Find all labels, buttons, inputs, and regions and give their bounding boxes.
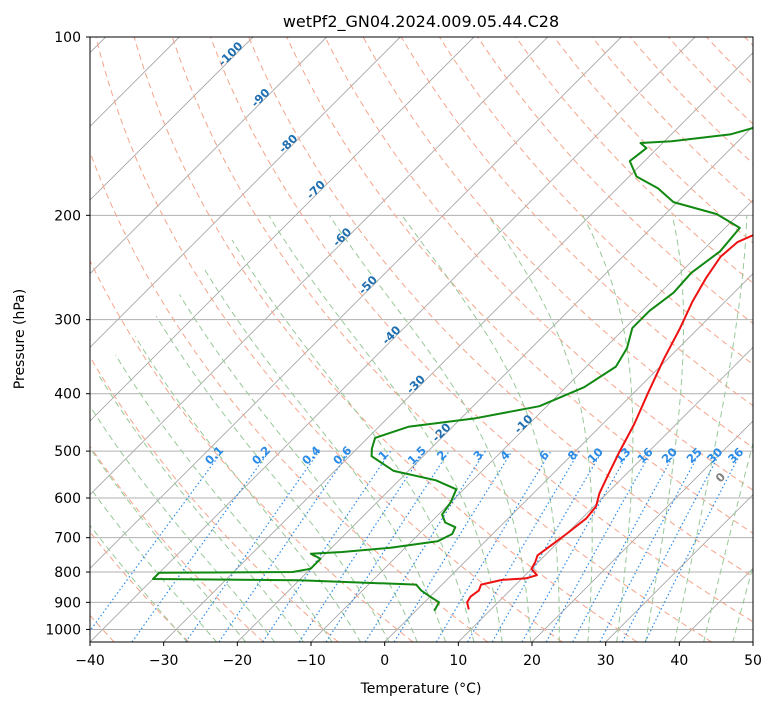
mixing-ratio-lines: [90, 450, 743, 642]
isotherm-line: [90, 37, 401, 348]
mixing-ratio-line: [185, 450, 320, 642]
x-tick-label: 30: [597, 653, 615, 669]
x-tick-label: 40: [670, 653, 688, 669]
mixing-ratio-line: [364, 450, 486, 642]
dry-adiabat: [210, 37, 753, 623]
isotherm-line: [458, 346, 753, 642]
isotherm-line: [90, 37, 327, 275]
moist-adiabat: [155, 315, 390, 642]
y-tick-label: 1000: [45, 622, 81, 638]
mixing-ratio-line: [393, 450, 513, 642]
dry-adiabat: [90, 259, 414, 642]
dry-adiabat: [400, 37, 753, 407]
mixing-ratio-line: [90, 450, 223, 632]
dewpoint-profile-line: [152, 126, 753, 612]
moist-adiabat: [582, 215, 634, 642]
y-axis-title: Pressure (hPa): [12, 289, 28, 389]
isotherm-line: [605, 494, 753, 642]
moist-adiabat: [98, 374, 305, 642]
isotherm-line: [237, 125, 753, 642]
isotherm-line: [384, 273, 753, 642]
isotherm-line: [531, 420, 753, 642]
isotherm-line: [90, 37, 622, 569]
moist-adiabat: [179, 294, 418, 642]
y-tick-label: 700: [54, 531, 81, 547]
moist-adiabat: [328, 215, 532, 642]
mixing-ratio-line: [466, 450, 580, 642]
dry-adiabat: [324, 37, 753, 491]
x-tick-label: 0: [380, 653, 389, 669]
isotherm-line: [90, 37, 475, 422]
moist-adiabat: [645, 215, 685, 642]
moist-adiabat-lines: [90, 215, 753, 642]
moist-adiabat: [268, 215, 503, 642]
moist-adiabat: [90, 405, 276, 642]
mixing-ratio-line: [325, 450, 450, 642]
dry-adiabat: [133, 37, 638, 642]
isotherm-line: [163, 52, 753, 642]
y-tick-label: 600: [54, 491, 81, 507]
x-tick-label: −40: [75, 653, 105, 669]
x-axis-title: Temperature (°C): [360, 681, 482, 697]
moist-adiabat: [90, 486, 218, 642]
y-tick-label: 100: [54, 30, 81, 46]
x-tick-label: 10: [449, 653, 467, 669]
mixing-ratio-line: [521, 450, 631, 642]
dry-adiabat: [362, 37, 753, 449]
profile-series: [152, 126, 753, 612]
x-tick-label: −10: [296, 653, 326, 669]
dry-adiabat: [629, 37, 753, 165]
dry-adiabat: [515, 37, 753, 284]
dry-adiabat: [477, 37, 753, 325]
plot-frame: [89, 36, 754, 643]
y-tick-label: 800: [54, 565, 81, 581]
dry-adiabat: [248, 37, 753, 578]
dry-adiabat: [90, 445, 264, 642]
x-tick-label: −30: [149, 653, 179, 669]
y-tick-label: 200: [54, 208, 81, 224]
y-tick-label: 300: [54, 313, 81, 329]
y-tick-label: 400: [54, 387, 81, 403]
isotherm-line: [90, 37, 254, 201]
moist-adiabat: [90, 447, 247, 642]
moist-adiabat: [90, 524, 188, 642]
chart-title: wetPf2_GN04.2024.009.05.44.C28: [283, 12, 559, 32]
mixing-ratio-line: [218, 450, 351, 642]
dry-adiabat-lines: [90, 37, 753, 642]
isotherm-line: [90, 37, 548, 496]
mixing-ratio-line: [545, 450, 653, 642]
moist-adiabat: [115, 354, 333, 642]
mixing-ratio-line: [131, 450, 270, 642]
moist-adiabat: [134, 336, 362, 642]
x-tick-label: 50: [744, 653, 762, 669]
moist-adiabat: [401, 215, 560, 642]
mixing-ratio-line: [491, 450, 603, 642]
moist-adiabat: [202, 266, 447, 642]
moist-adiabat: [674, 215, 748, 642]
dry-adiabat: [171, 37, 712, 642]
x-tick-label: 20: [523, 653, 541, 669]
dry-adiabat: [591, 37, 753, 204]
temperature-profile-line: [466, 234, 753, 610]
moist-adiabat: [487, 215, 593, 642]
mixing-ratio-line: [435, 450, 552, 642]
x-tick-label: −20: [223, 653, 253, 669]
y-tick-label: 900: [54, 595, 81, 611]
moist-adiabat: [231, 239, 475, 642]
y-tick-label: 500: [54, 444, 81, 460]
mixing-ratio-line: [572, 450, 677, 642]
